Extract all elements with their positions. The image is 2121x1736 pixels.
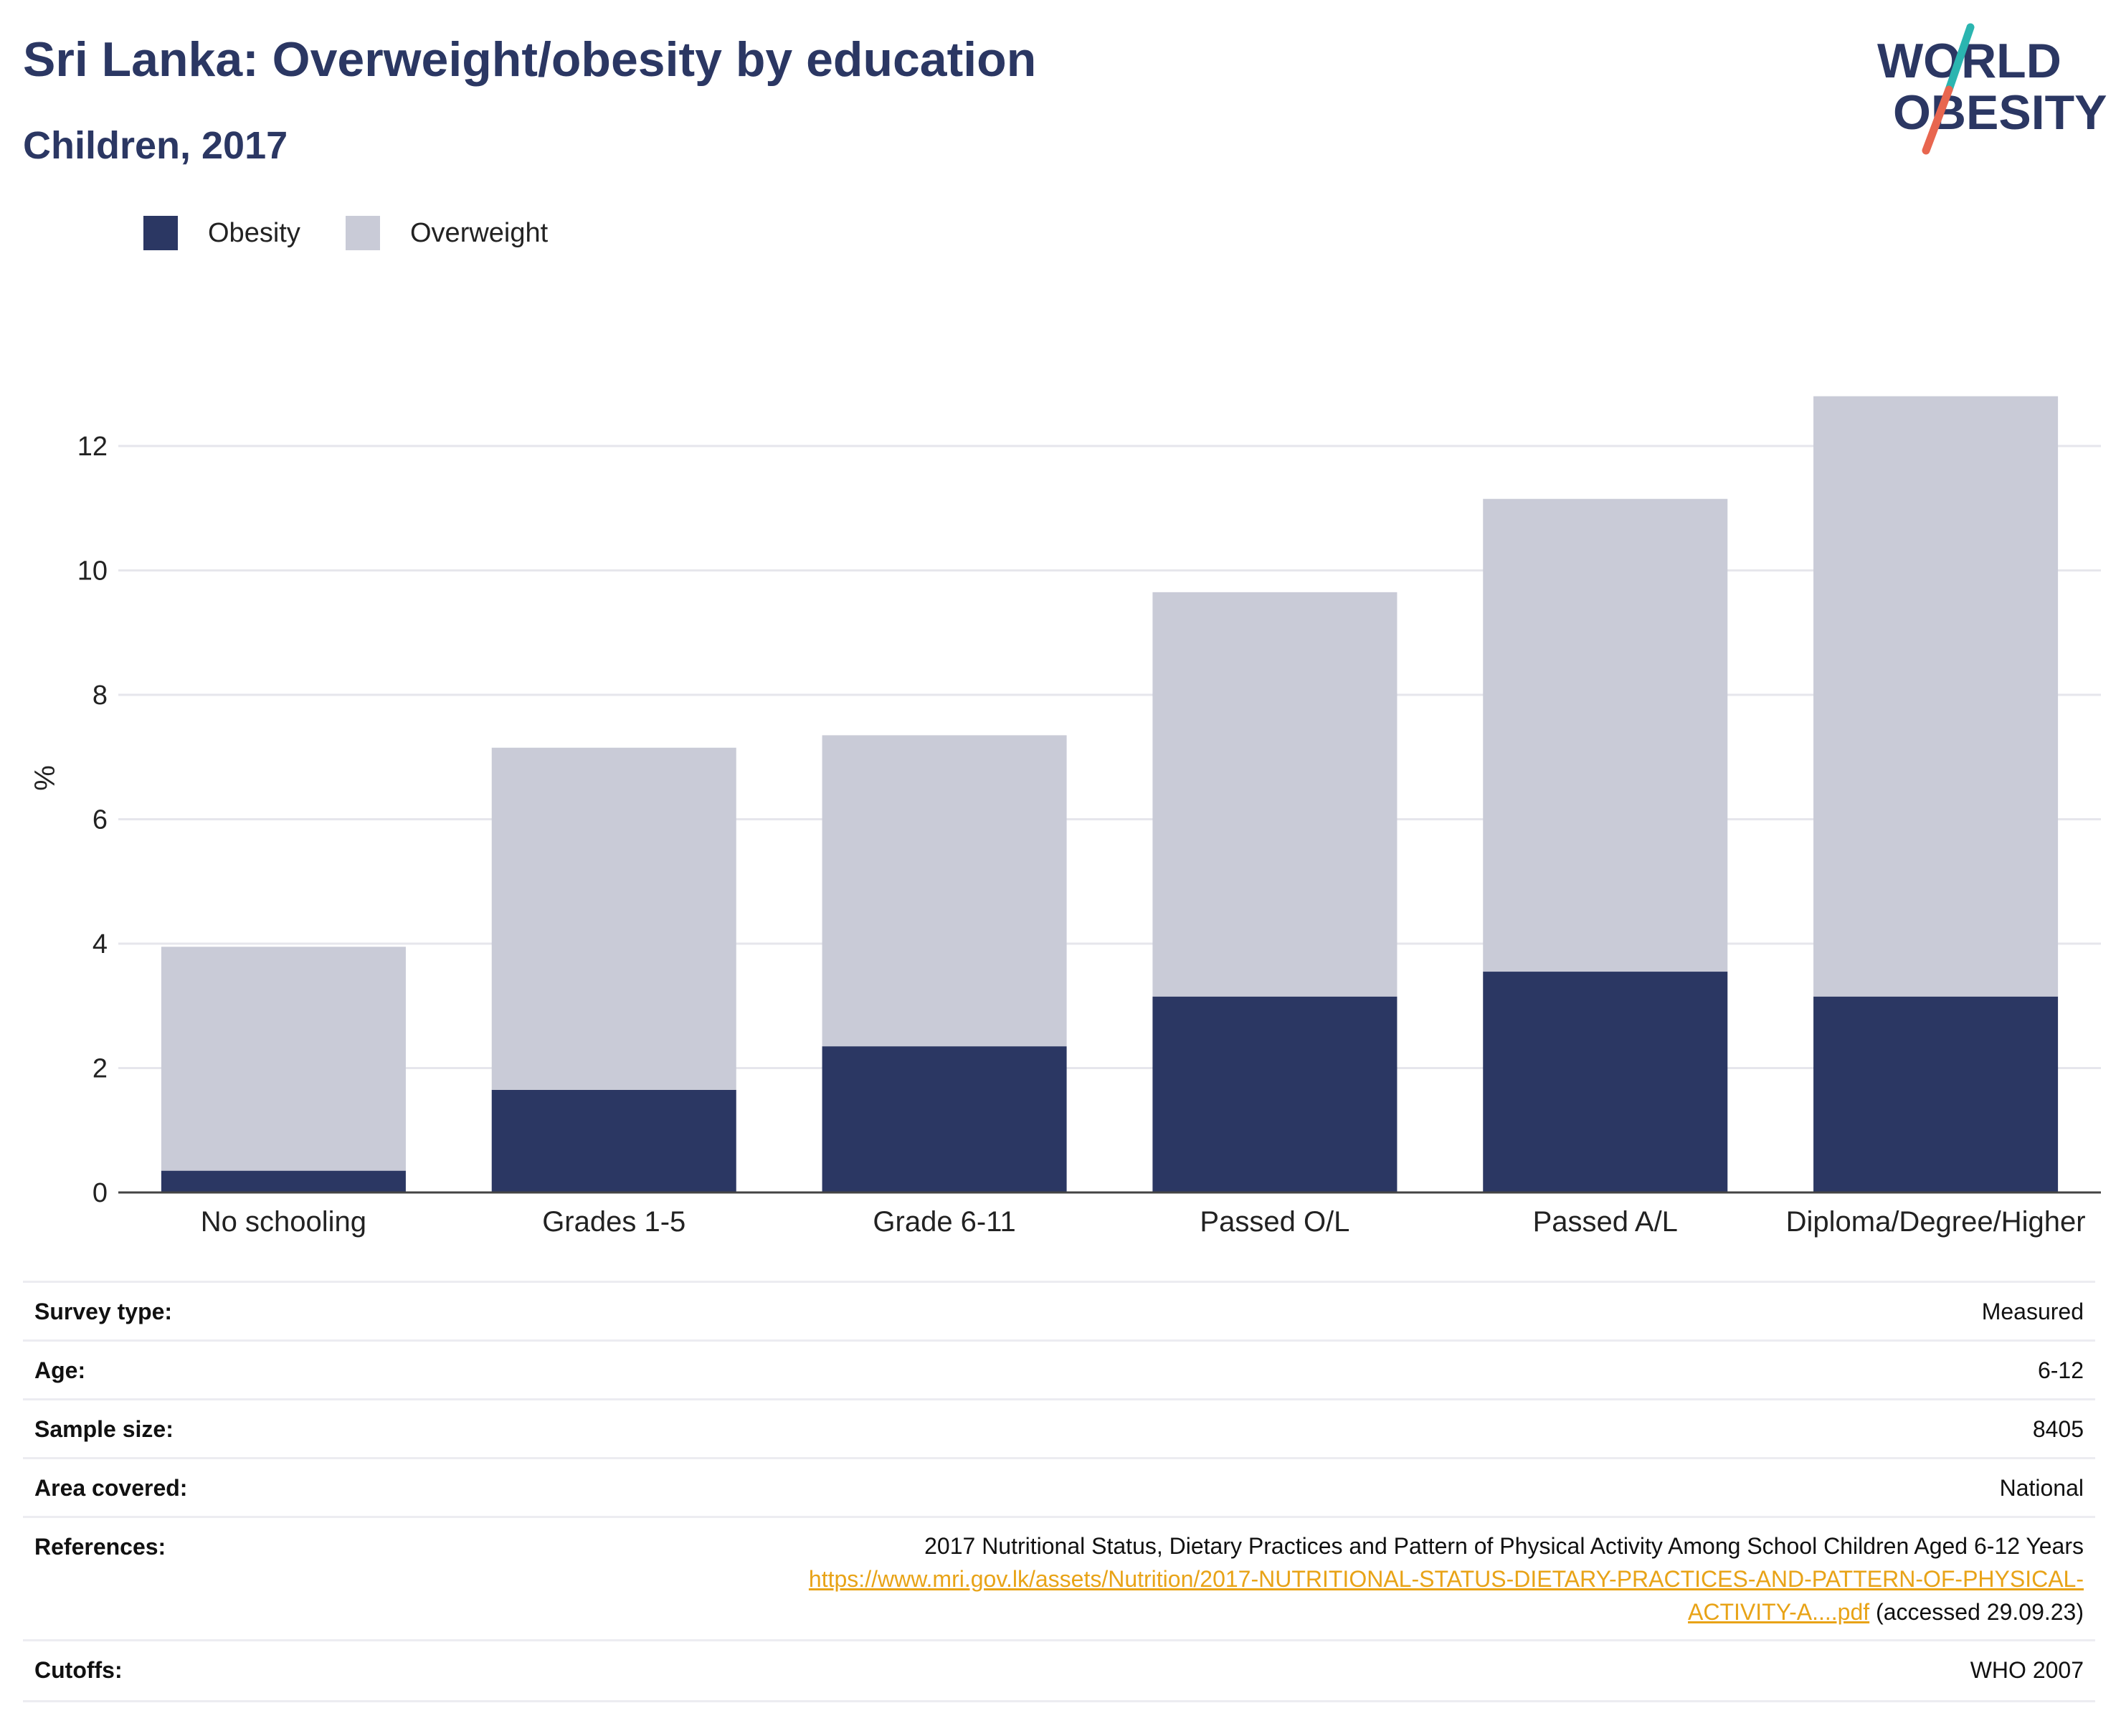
bar-overweight [161, 947, 406, 1171]
y-tick-label: 2 [92, 1054, 108, 1084]
bar-overweight [822, 735, 1067, 1047]
y-tick-label: 10 [77, 556, 108, 587]
meta-value-sample-size: 8405 [2032, 1416, 2084, 1442]
meta-label-sample-size: Sample size: [34, 1416, 174, 1442]
reference-title: 2017 Nutritional Status, Dietary Practic… [924, 1533, 2084, 1559]
meta-value-cutoffs: WHO 2007 [1970, 1657, 2084, 1683]
x-tick-label: Passed A/L [1533, 1206, 1678, 1238]
world-obesity-logo: WORLD OBESITY [1877, 23, 2107, 155]
bar-obesity [1483, 972, 1728, 1192]
bar-obesity [1813, 996, 2059, 1192]
bar-obesity [161, 1170, 406, 1192]
bar-obesity [822, 1046, 1067, 1192]
reference-accessed-date: (accessed 29.09.23) [1876, 1599, 2084, 1625]
y-tick-label: 8 [92, 680, 108, 711]
meta-row-references: References: 2017 Nutritional Status, Die… [23, 1516, 2095, 1641]
meta-value-references: 2017 Nutritional Status, Dietary Practic… [578, 1529, 2084, 1628]
y-tick-label: 4 [92, 929, 108, 959]
x-tick-label: Diploma/Degree/Higher [1786, 1206, 2086, 1238]
meta-value-area-covered: National [1999, 1475, 2084, 1501]
meta-row-area-covered: Area covered: National [23, 1457, 2095, 1518]
y-axis-title: % [28, 765, 60, 791]
logo-word-world: WORLD [1877, 34, 2061, 88]
page-subtitle: Children, 2017 [23, 124, 288, 167]
x-tick-label: Grades 1-5 [542, 1206, 685, 1238]
logo-slash-bottom [1922, 85, 1953, 155]
meta-label-cutoffs: Cutoffs: [34, 1657, 123, 1683]
logo-word-obesity: OBESITY [1893, 85, 2107, 140]
meta-label-area-covered: Area covered: [34, 1475, 188, 1501]
legend-swatch-overweight [346, 216, 380, 250]
legend-label-overweight: Overweight [410, 217, 549, 248]
bar-obesity [1152, 996, 1398, 1192]
legend-swatch-obesity [143, 216, 178, 250]
legend-item-overweight: Overweight [346, 215, 548, 251]
meta-label-references: References: [34, 1534, 166, 1560]
bar-chart: 0 2 4 6 8 10 12% No schooling Grades 1-5 Grade 6-… [28, 396, 2101, 1238]
bar-obesity [491, 1089, 736, 1192]
bar-overweight [1813, 396, 2059, 997]
y-tick-label: 6 [92, 805, 108, 835]
reference-link-line2[interactable]: ACTIVITY-A....pdf [1688, 1599, 1870, 1625]
page-title: Sri Lanka: Overweight/obesity by educati… [23, 32, 1037, 87]
meta-label-survey-type: Survey type: [34, 1299, 173, 1324]
meta-label-age: Age: [34, 1357, 86, 1383]
legend-label-obesity: Obesity [208, 217, 300, 248]
meta-value-age: 6-12 [2037, 1357, 2084, 1383]
y-tick-label: 0 [92, 1178, 108, 1208]
x-tick-label: No schooling [201, 1206, 366, 1238]
bar-overweight [1483, 498, 1728, 972]
bar-overweight [491, 747, 736, 1090]
x-tick-label: Passed O/L [1200, 1206, 1349, 1238]
x-tick-label: Grade 6-11 [873, 1206, 1015, 1238]
meta-row-age: Age: 6-12 [23, 1339, 2095, 1400]
legend-item-obesity: Obesity [143, 215, 300, 251]
logo-slash-top [1945, 23, 1975, 94]
meta-row-cutoffs: Cutoffs: WHO 2007 [23, 1639, 2095, 1702]
reference-link-line1[interactable]: https://www.mri.gov.lk/assets/Nutrition/… [808, 1566, 2084, 1592]
meta-value-survey-type: Measured [1981, 1299, 2084, 1324]
bar-overweight [1152, 592, 1398, 997]
meta-row-sample-size: Sample size: 8405 [23, 1398, 2095, 1459]
y-tick-label: 12 [77, 432, 108, 462]
meta-row-survey-type: Survey type: Measured [23, 1281, 2095, 1342]
